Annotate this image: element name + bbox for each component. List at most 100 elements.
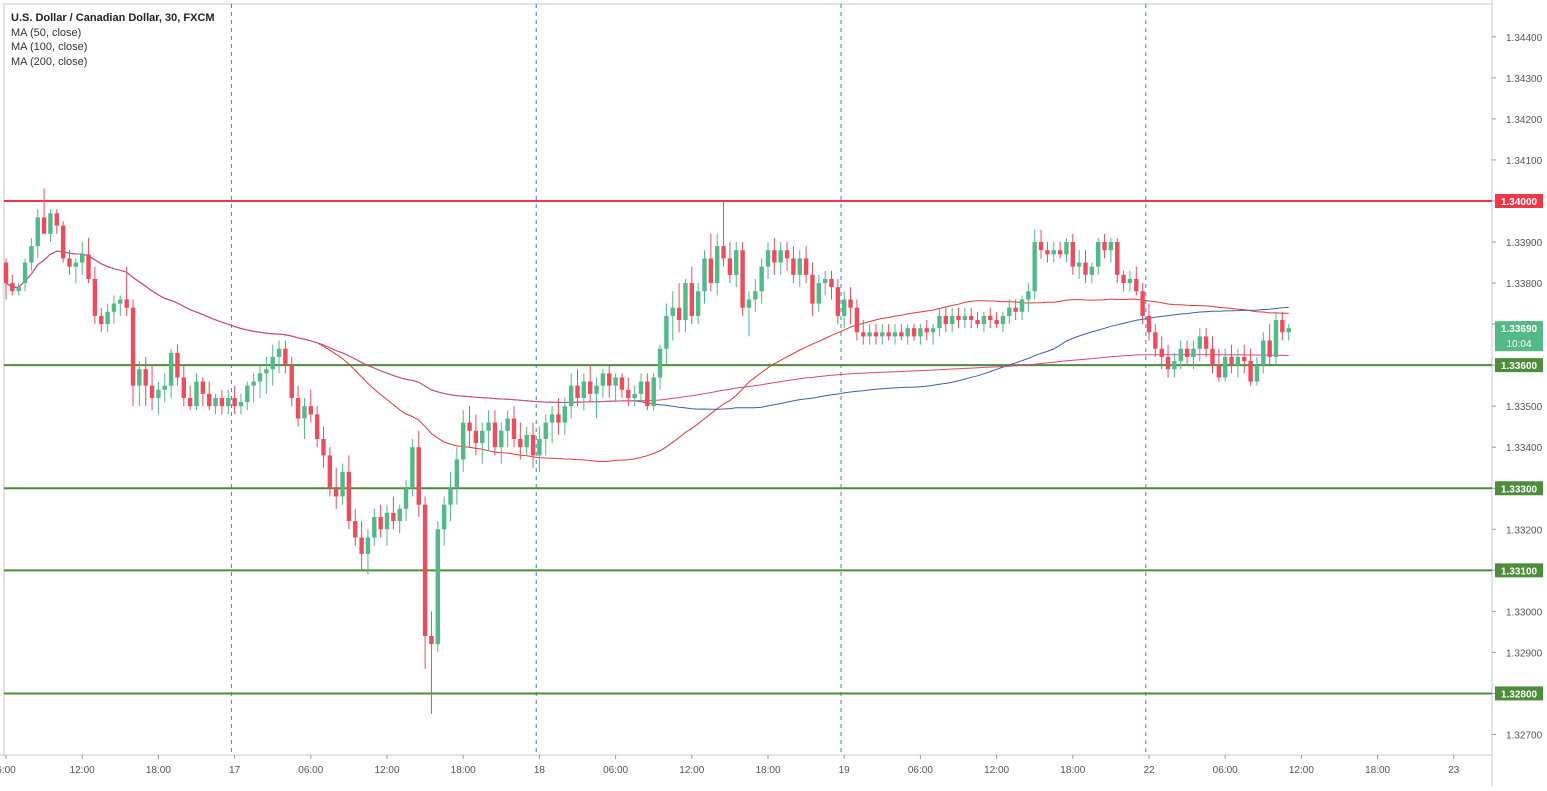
candle-body: [772, 250, 777, 263]
x-tick-label: 12:00: [679, 765, 704, 776]
candle-body: [988, 315, 993, 320]
candle-body: [1064, 242, 1069, 255]
candle-body: [264, 369, 269, 374]
candle-body: [1026, 291, 1031, 300]
candle-body: [753, 291, 758, 300]
candle-body: [778, 250, 783, 263]
candle-body: [664, 315, 669, 349]
level-price-label: 1.33300: [1501, 484, 1538, 495]
candle-body: [16, 287, 21, 292]
candle-body: [130, 307, 136, 386]
candle-body: [422, 504, 428, 636]
candle-body: [873, 332, 879, 337]
indicator-ma200: MA (200, close): [11, 55, 88, 68]
candle-body: [975, 319, 980, 325]
candle-body: [822, 278, 828, 284]
candle-body: [137, 369, 142, 386]
candle-body: [378, 516, 383, 530]
candle-body: [1261, 340, 1266, 366]
candle-body: [416, 447, 421, 505]
candle-body: [295, 397, 301, 419]
candle-body: [594, 385, 599, 394]
candle-body: [384, 512, 390, 530]
candle-body: [1076, 262, 1082, 267]
candle-body: [276, 348, 282, 357]
candle-body: [1216, 365, 1222, 378]
candle-body: [257, 373, 263, 382]
candle-body: [1165, 356, 1171, 370]
candle-body: [645, 381, 650, 407]
candle-body: [60, 225, 66, 259]
x-tick-label: 6:00: [0, 765, 16, 776]
candle-body: [467, 422, 472, 431]
candle-body: [372, 516, 377, 538]
candle-body: [1178, 348, 1183, 362]
candle-body: [1070, 242, 1075, 267]
candle-body: [448, 488, 453, 505]
x-tick-label: 12:00: [374, 765, 399, 776]
candle-body: [334, 488, 339, 497]
candles-group: [3, 188, 1291, 714]
candle-body: [3, 262, 9, 284]
candle-body: [29, 246, 34, 263]
candle-body: [194, 381, 199, 407]
level-price-label-bg: [1495, 563, 1543, 578]
candle-body: [67, 258, 72, 267]
candle-body: [391, 512, 396, 522]
y-tick-label: 1.33500: [1506, 402, 1543, 413]
candle-body: [213, 397, 218, 407]
candle-body: [740, 250, 745, 308]
candle-body: [784, 250, 790, 259]
candle-body: [143, 369, 148, 386]
candle-body: [1197, 336, 1202, 349]
candle-body: [1203, 336, 1209, 349]
candle-body: [473, 430, 479, 444]
candle-body: [86, 254, 91, 279]
candle-body: [518, 439, 523, 448]
level-price-label: 1.34000: [1501, 197, 1538, 208]
candle-body: [721, 246, 726, 259]
candle-body: [562, 406, 567, 423]
candle-body: [524, 434, 529, 448]
candle-body: [607, 373, 612, 386]
candle-body: [200, 381, 206, 394]
y-tick-label: 1.34400: [1506, 33, 1543, 44]
x-tick-label: 06:00: [298, 765, 323, 776]
candle-body: [727, 258, 733, 275]
candle-body: [435, 529, 440, 645]
candle-body: [695, 291, 701, 316]
candle-body: [880, 332, 885, 337]
candle-body: [1038, 242, 1044, 251]
candle-body: [1280, 319, 1285, 333]
candle-body: [537, 439, 542, 456]
candle-body: [962, 315, 968, 320]
candle-body: [111, 303, 117, 312]
x-tick-label: 19: [839, 765, 851, 776]
x-tick-label: 06:00: [603, 765, 628, 776]
candle-body: [1267, 340, 1272, 357]
candle-body: [441, 504, 447, 530]
candle-body: [99, 315, 104, 325]
x-tick-label: 12:00: [984, 765, 1009, 776]
candle-body: [842, 299, 847, 316]
candle-body: [581, 381, 587, 398]
candle-body: [505, 418, 510, 431]
candle-body: [232, 397, 237, 407]
candle-body: [403, 488, 409, 509]
candle-body: [626, 389, 631, 398]
candle-body: [156, 389, 161, 398]
candle-body: [543, 422, 548, 440]
candle-body: [168, 352, 174, 386]
candle-body: [759, 266, 764, 292]
y-tick-label: 1.34100: [1506, 156, 1543, 167]
level-price-label: 1.32800: [1501, 689, 1538, 700]
candle-body: [1057, 250, 1063, 255]
chart-legend: U.S. Dollar / Canadian Dollar, 30, FXCM …: [11, 11, 215, 69]
y-tick-label: 1.33900: [1506, 238, 1543, 249]
last-price-label: 1.33690: [1501, 324, 1538, 335]
candle-body: [568, 385, 574, 407]
candle-body: [632, 393, 637, 398]
x-tick-label: 18:00: [451, 765, 476, 776]
